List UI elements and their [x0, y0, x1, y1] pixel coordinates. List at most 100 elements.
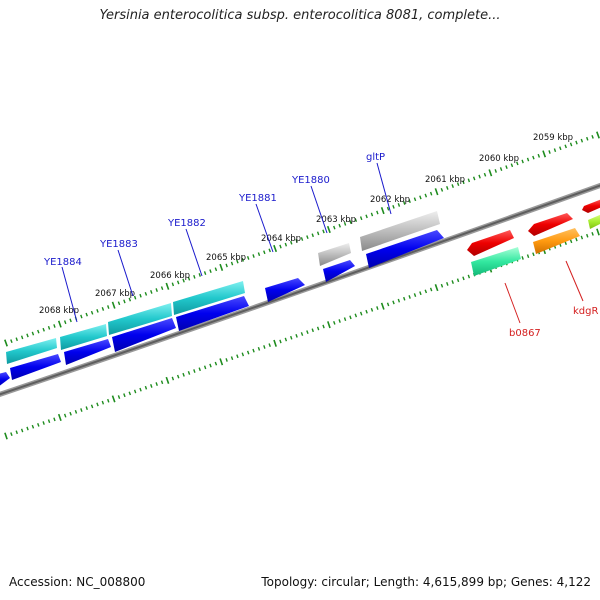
gene-arrow[interactable] [10, 354, 61, 380]
ruler-tick [257, 346, 261, 351]
ruler-tick [279, 339, 282, 344]
gene-label[interactable]: YE1884 [43, 257, 82, 268]
ruler-tick [193, 369, 196, 373]
ruler-tick [4, 339, 8, 347]
ruler-tick [133, 295, 137, 300]
ruler-tick [74, 409, 78, 414]
ruler-tick [311, 233, 314, 238]
ruler-tick [53, 324, 56, 328]
gene-arrow[interactable] [265, 278, 305, 302]
ruler-tick [370, 212, 374, 217]
ruler-tick [279, 244, 282, 249]
ruler-tick [359, 311, 363, 316]
ruler-tick [434, 188, 439, 196]
gene-arrow[interactable] [467, 230, 514, 256]
ruler-tick [488, 169, 493, 177]
ruler-tick [316, 326, 320, 331]
accession-text: Accession: NC_008800 [9, 575, 146, 589]
ruler-tick [440, 187, 444, 192]
gene-arrow[interactable] [318, 243, 351, 266]
ruler-tick [569, 239, 573, 244]
ruler-tick [380, 207, 385, 215]
gene-arrow[interactable] [471, 247, 521, 276]
ruler-tick [311, 328, 314, 333]
ruler-tick [596, 131, 600, 139]
gene-arrow[interactable] [60, 324, 107, 350]
gene-label[interactable]: YE1883 [99, 239, 138, 250]
ruler-tick [69, 411, 72, 416]
gene-arrow[interactable] [323, 260, 355, 282]
gene-arrow[interactable] [360, 211, 440, 251]
ruler-tick [462, 276, 465, 281]
ruler-tick [586, 233, 589, 238]
gene-arrow[interactable] [0, 372, 10, 387]
ruler-tick [306, 235, 309, 240]
ruler-tick [171, 376, 175, 381]
ruler-tick [451, 280, 454, 284]
ruler-tick [451, 184, 454, 188]
ruler-tick [413, 293, 417, 297]
ruler-tick [241, 352, 245, 357]
ruler-tick [596, 228, 600, 236]
ruler-tick [111, 395, 116, 403]
ruler-tick [380, 302, 385, 310]
ruler-tick [403, 201, 406, 205]
gene-label[interactable]: b0867 [509, 328, 541, 339]
ruler-tick [349, 315, 352, 320]
ruler-tick [85, 406, 88, 411]
inner-ruler-ticks [4, 228, 600, 440]
ruler-tick [219, 358, 224, 366]
ruler-tick [365, 309, 368, 314]
gene-arrow[interactable] [528, 213, 573, 236]
gene-label[interactable]: kdgR [573, 306, 598, 317]
gene-label[interactable]: YE1881 [238, 193, 277, 204]
ruler-tick [424, 193, 428, 198]
ruler-tick [456, 278, 460, 283]
gene-track-bottom [467, 199, 600, 276]
ruler-tick [434, 284, 439, 292]
ruler-tick [47, 325, 51, 330]
ruler-tick [510, 163, 514, 168]
ruler-tick [198, 367, 201, 372]
ruler-tick [326, 225, 331, 234]
ruler-tick [209, 363, 212, 368]
ruler-tick [580, 138, 584, 143]
gene-label[interactable]: gltP [366, 152, 385, 163]
ruler-tick [257, 252, 261, 257]
ruler-tick [516, 161, 519, 166]
ruler-label: 2066 kbp [150, 271, 190, 281]
gene-track-top [0, 211, 444, 387]
ruler-tick [4, 432, 8, 440]
ruler-tick [155, 382, 158, 386]
gene-arrow[interactable] [173, 281, 245, 315]
ruler-label: 2068 kbp [39, 306, 79, 316]
ruler-tick [165, 376, 170, 384]
ruler-tick [123, 299, 126, 304]
ruler-tick [203, 365, 207, 370]
gene-arrow[interactable] [533, 228, 580, 254]
ruler-tick [203, 271, 207, 275]
gene-arrow[interactable] [366, 230, 444, 268]
ruler-tick [370, 307, 374, 312]
ruler-tick [354, 313, 358, 318]
gene-arrow[interactable] [582, 199, 600, 213]
gene-arrow[interactable] [588, 214, 600, 229]
gene-label[interactable]: YE1880 [291, 175, 330, 186]
ruler-tick [306, 330, 309, 335]
ruler-tick [144, 291, 148, 296]
gene-arrow[interactable] [6, 338, 57, 364]
ruler-tick [322, 324, 325, 329]
gene-arrow[interactable] [64, 339, 111, 365]
gene-arrow[interactable] [108, 303, 172, 335]
ruler-tick [150, 290, 153, 294]
ruler-tick [80, 408, 83, 412]
ruler-tick [408, 295, 411, 299]
gene-arrow[interactable] [176, 296, 249, 331]
ruler-tick [472, 176, 476, 181]
ruler-tick [327, 321, 331, 329]
gene-label[interactable]: YE1882 [167, 218, 206, 229]
gene-arrow[interactable] [112, 318, 176, 352]
ruler-tick [150, 384, 153, 388]
ruler-tick [252, 348, 255, 353]
